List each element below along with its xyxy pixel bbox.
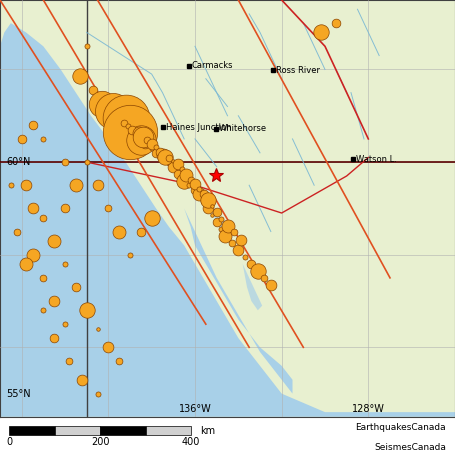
Bar: [55, 426, 100, 435]
Text: Watson L.: Watson L.: [356, 155, 397, 164]
Text: 200: 200: [91, 437, 109, 447]
Bar: [146, 426, 191, 435]
Polygon shape: [184, 208, 293, 393]
Text: 400: 400: [182, 437, 200, 447]
Text: Ross River: Ross River: [276, 66, 320, 75]
Text: 60°N: 60°N: [6, 157, 31, 167]
Text: 55°N: 55°N: [6, 389, 31, 398]
Polygon shape: [0, 23, 455, 417]
Bar: [9, 426, 55, 435]
Text: 0: 0: [6, 437, 12, 447]
Text: Whitehorse: Whitehorse: [219, 124, 267, 133]
Text: Haines Junction: Haines Junction: [166, 123, 231, 132]
Text: EarthquakesCanada: EarthquakesCanada: [355, 423, 446, 431]
Polygon shape: [210, 204, 232, 236]
Text: Carmacks: Carmacks: [192, 61, 233, 70]
Bar: [100, 426, 146, 435]
Text: km: km: [200, 426, 215, 436]
Text: 128°W: 128°W: [352, 404, 385, 414]
Polygon shape: [243, 264, 262, 310]
Text: 136°W: 136°W: [179, 404, 212, 414]
Text: SeismesCanada: SeismesCanada: [374, 443, 446, 452]
